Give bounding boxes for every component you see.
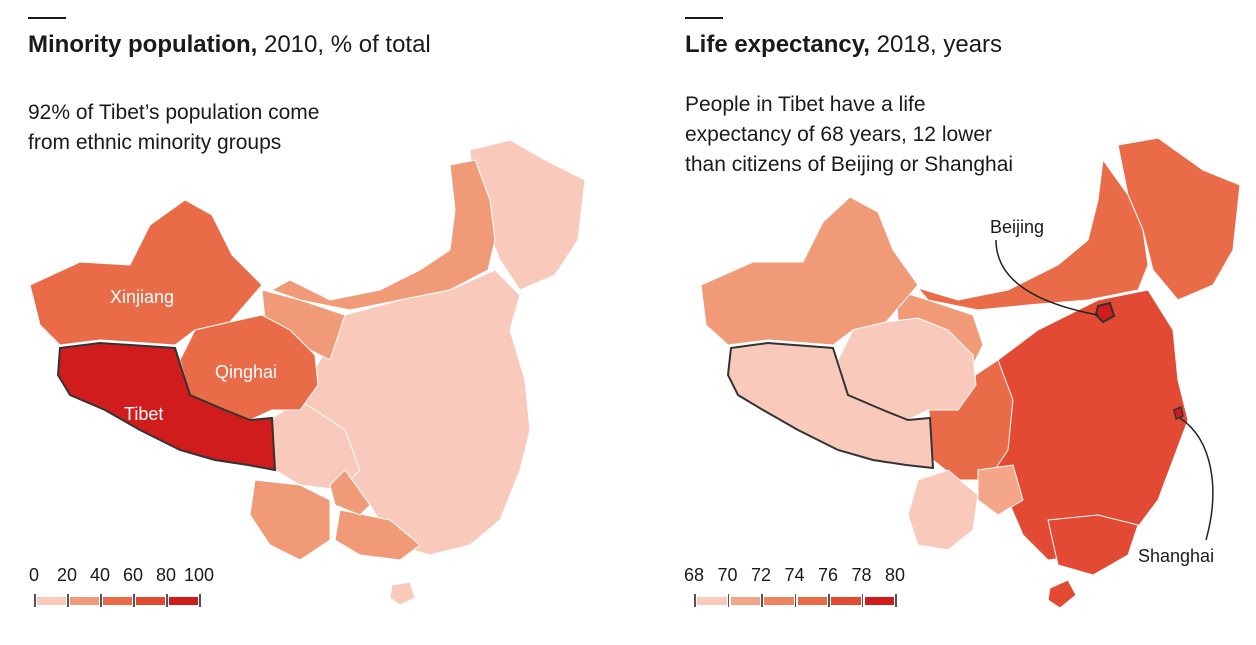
legend-tick-label: 72 bbox=[750, 565, 772, 585]
region-guangdong bbox=[1047, 514, 1139, 576]
label-qinghai: Qinghai bbox=[215, 362, 277, 382]
legend-color-scale bbox=[694, 594, 897, 607]
legend-tick-mark bbox=[861, 594, 863, 607]
legend-swatch bbox=[730, 597, 760, 605]
legend-tick-label: 40 bbox=[89, 565, 111, 585]
legend-tick-mark bbox=[166, 594, 168, 607]
legend-tick-mark bbox=[694, 594, 696, 607]
legend-tick-label: 20 bbox=[56, 565, 78, 585]
title-rule bbox=[685, 17, 723, 19]
legend-tick-mark bbox=[67, 594, 69, 607]
legend-swatch bbox=[797, 597, 827, 605]
legend-color-scale bbox=[34, 594, 201, 607]
panel-title: Life expectancy, 2018, years bbox=[685, 31, 1003, 58]
legend-swatch bbox=[70, 597, 99, 605]
legend-swatch bbox=[764, 597, 794, 605]
legend-swatch bbox=[169, 597, 198, 605]
legend-swatch bbox=[864, 597, 894, 605]
region-inner-mongolia bbox=[916, 158, 1149, 311]
legend-tick-label: 100 bbox=[183, 565, 215, 585]
legend-tick-mark bbox=[794, 594, 796, 607]
life-expectancy-panel: Life expectancy, 2018, years People in T… bbox=[628, 0, 1256, 645]
legend-swatch bbox=[37, 597, 66, 605]
legend-tick-mark bbox=[100, 594, 102, 607]
legend-tick-label: 70 bbox=[717, 565, 738, 585]
legend-tick-label: 60 bbox=[122, 565, 144, 585]
legend-tick-label: 78 bbox=[851, 565, 872, 585]
legend-tick-mark bbox=[895, 594, 897, 607]
legend-tick-mark bbox=[199, 594, 201, 607]
legend-tick-label: 0 bbox=[28, 565, 40, 585]
annotation-note: 92% of Tibet’s population come from ethn… bbox=[28, 101, 320, 154]
label-beijing: Beijing bbox=[990, 217, 1044, 237]
legend-tick-label: 76 bbox=[817, 565, 839, 585]
region-guizhou bbox=[329, 469, 371, 516]
china-life-expectancy-map: Beijing Shanghai bbox=[700, 137, 1241, 609]
minority-population-panel: Minority population, 2010, % of total 92… bbox=[28, 17, 586, 607]
legend-swatch bbox=[136, 597, 165, 605]
region-guizhou bbox=[977, 464, 1024, 516]
legend-swatch bbox=[697, 597, 727, 605]
title-rule bbox=[28, 17, 66, 19]
legend-tick-label: 74 bbox=[784, 565, 805, 585]
region-shanghai bbox=[1173, 405, 1184, 421]
label-shanghai: Shanghai bbox=[1138, 546, 1214, 566]
region-hainan bbox=[1047, 579, 1077, 609]
panel-title: Minority population, 2010, % of total bbox=[28, 31, 431, 58]
annotation-note: People in Tibet have a life expectancy o… bbox=[685, 93, 1014, 176]
region-tibet bbox=[56, 341, 277, 472]
legend-swatch bbox=[831, 597, 861, 605]
legend-tick-mark bbox=[727, 594, 729, 607]
legend-tick-mark bbox=[828, 594, 830, 607]
shanghai-leader-line bbox=[1179, 417, 1214, 541]
legend-swatch bbox=[103, 597, 132, 605]
china-minority-map: Xinjiang Qinghai Tibet bbox=[29, 139, 586, 606]
region-xinjiang bbox=[29, 199, 263, 346]
region-beijing bbox=[1094, 301, 1116, 324]
beijing-leader-line bbox=[995, 239, 1099, 316]
label-xinjiang: Xinjiang bbox=[110, 287, 174, 307]
legend-tick-label: 80 bbox=[155, 565, 177, 585]
region-yunnan bbox=[907, 469, 979, 551]
label-tibet: Tibet bbox=[124, 404, 163, 424]
legend-tick-mark bbox=[761, 594, 763, 607]
region-yunnan bbox=[249, 479, 331, 561]
region-hainan bbox=[389, 581, 416, 606]
legend-tick-mark bbox=[133, 594, 135, 607]
legend-tick-label: 68 bbox=[683, 565, 705, 585]
region-tibet bbox=[726, 341, 935, 470]
legend-tick-label: 80 bbox=[884, 565, 906, 585]
legend-tick-mark bbox=[34, 594, 36, 607]
region-xinjiang bbox=[700, 196, 919, 346]
region-guangxi bbox=[334, 509, 421, 561]
